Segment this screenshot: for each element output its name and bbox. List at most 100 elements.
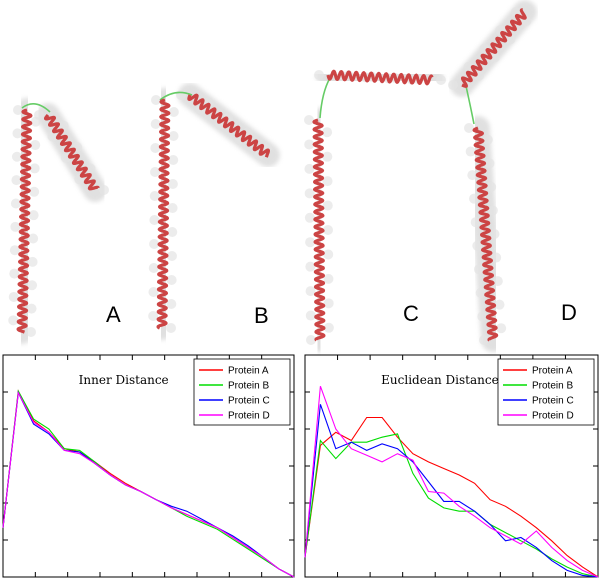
surface-bump bbox=[314, 70, 324, 80]
surface-bump bbox=[166, 323, 176, 333]
inner-distance-series-line-4 bbox=[2, 390, 295, 578]
surface-bump bbox=[167, 203, 178, 213]
surface-bump bbox=[482, 134, 493, 145]
surface-bump bbox=[167, 179, 178, 189]
surface-bump bbox=[30, 140, 41, 151]
surface-bump bbox=[436, 75, 446, 85]
surface-bump bbox=[491, 252, 502, 263]
surface-bump bbox=[474, 264, 484, 275]
alpha-helix bbox=[461, 8, 527, 88]
alpha-helix bbox=[16, 108, 33, 334]
surface-bump bbox=[166, 275, 177, 285]
surface-bump bbox=[304, 188, 315, 199]
surface-bump bbox=[8, 315, 19, 326]
surface-bump bbox=[26, 327, 36, 337]
protein-structure-b bbox=[148, 83, 280, 340]
panel-label-b: B bbox=[254, 303, 269, 328]
euclidean-distance-series-line-1 bbox=[304, 416, 599, 578]
surface-bump bbox=[29, 186, 40, 197]
alpha-helix bbox=[472, 126, 499, 342]
legend-entry: Protein D bbox=[532, 411, 574, 422]
loop-segment bbox=[465, 85, 475, 125]
surface-bump bbox=[150, 143, 161, 153]
surface-bump bbox=[323, 322, 334, 333]
panel-label-a: A bbox=[106, 302, 121, 327]
surface-bump bbox=[150, 119, 161, 129]
surface-bump bbox=[149, 191, 160, 201]
legend-entry: Protein B bbox=[228, 381, 269, 392]
surface-bump bbox=[469, 193, 479, 204]
surface-bump bbox=[464, 123, 474, 133]
surface-bump bbox=[486, 181, 497, 192]
legend-entry: Protein C bbox=[228, 396, 270, 407]
surface-bump bbox=[475, 287, 486, 298]
surface-bump bbox=[465, 146, 476, 157]
surface-bump bbox=[467, 170, 478, 181]
surface-bump bbox=[10, 221, 21, 232]
surface-bump bbox=[9, 268, 20, 279]
loop-segment bbox=[159, 91, 193, 101]
surface-bump bbox=[305, 286, 316, 297]
surface-bump bbox=[9, 245, 20, 256]
legend-entry: Protein C bbox=[532, 396, 574, 407]
surface-bump bbox=[323, 273, 334, 284]
surface-bump bbox=[11, 175, 22, 186]
surface-bump bbox=[99, 185, 109, 195]
surface-bump bbox=[26, 303, 37, 314]
surface-bump bbox=[47, 131, 58, 142]
surface-bump bbox=[304, 115, 314, 125]
alpha-helix bbox=[156, 98, 171, 330]
legend-entry: Protein A bbox=[228, 366, 269, 377]
surface-bump bbox=[494, 299, 505, 310]
protein-structure-c bbox=[304, 63, 446, 352]
surface-bump bbox=[489, 52, 500, 63]
surface-bump bbox=[323, 298, 334, 309]
legend-entry: Protein A bbox=[532, 366, 573, 377]
surface-bump bbox=[487, 205, 498, 216]
panel-label-c: C bbox=[403, 301, 419, 326]
loop-segment bbox=[21, 103, 51, 113]
surface-bump bbox=[149, 239, 160, 249]
panel-label-d: D bbox=[561, 300, 577, 325]
surface-bump bbox=[28, 210, 39, 221]
euclidean-distance-series-line-4 bbox=[304, 386, 599, 578]
surface-bump bbox=[12, 128, 23, 139]
surface-bump bbox=[166, 251, 177, 261]
protein-structure-d bbox=[448, 0, 537, 352]
surface-bump bbox=[58, 120, 69, 131]
surface-bump bbox=[322, 200, 333, 211]
surface-bump bbox=[305, 237, 316, 248]
surface-bump bbox=[322, 176, 333, 187]
surface-bump bbox=[306, 335, 316, 345]
euclidean-distance-title: Euclidean Distance bbox=[381, 373, 499, 387]
surface-bump bbox=[148, 311, 159, 321]
euclidean-distance-series-line-2 bbox=[304, 433, 599, 578]
surface-bump bbox=[448, 80, 458, 90]
loop-segment bbox=[319, 77, 331, 119]
surface-bump bbox=[479, 335, 489, 345]
surface-bump bbox=[492, 276, 503, 287]
euclidean-distance-chart: Euclidean Distance Protein A Protein B Prot… bbox=[304, 354, 599, 578]
legend-entry: Protein B bbox=[532, 381, 573, 392]
surface-bump bbox=[477, 311, 488, 322]
surface-bump bbox=[304, 212, 315, 223]
surface-bump bbox=[13, 105, 23, 115]
surface-bump bbox=[148, 287, 159, 297]
legend-entry: Protein D bbox=[228, 411, 270, 422]
surface-bump bbox=[463, 61, 474, 72]
surface-bump bbox=[28, 233, 39, 244]
surface-bump bbox=[149, 215, 160, 225]
surface-bump bbox=[305, 310, 316, 321]
surface-bump bbox=[151, 95, 161, 105]
surface-bump bbox=[167, 227, 178, 237]
surface-bump bbox=[322, 127, 333, 138]
surface-bump bbox=[484, 158, 495, 169]
surface-bump bbox=[323, 249, 334, 260]
surface-bump bbox=[168, 155, 179, 165]
surface-bump bbox=[34, 110, 44, 120]
euclidean-distance-series-line-3 bbox=[304, 404, 599, 578]
surface-bump bbox=[85, 163, 96, 174]
surface-bump bbox=[505, 34, 516, 45]
surface-bump bbox=[470, 217, 481, 228]
surface-bump bbox=[150, 167, 161, 177]
